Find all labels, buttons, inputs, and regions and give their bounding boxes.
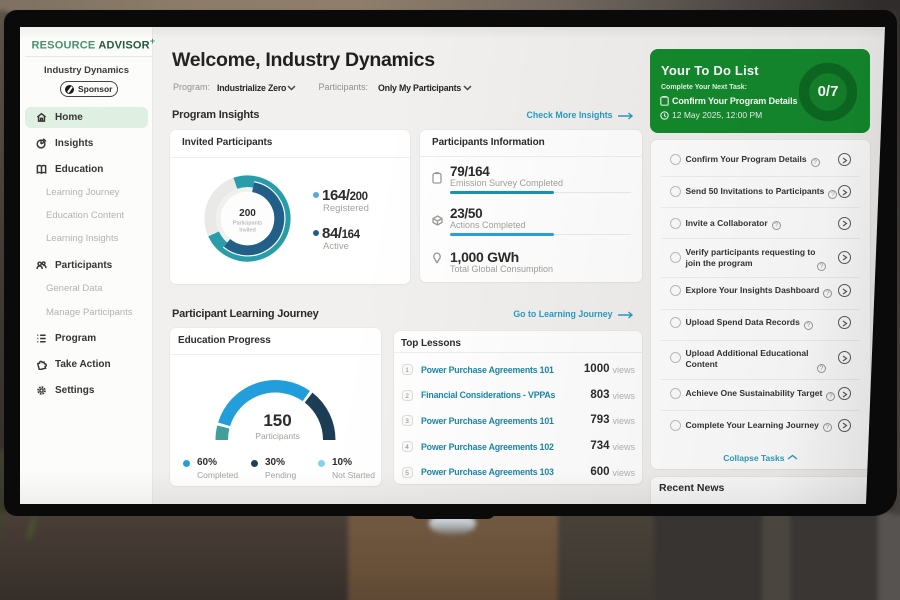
svg-text:Invited: Invited [239,228,255,234]
svg-text:Participants: Participants [233,221,262,227]
svg-text:200: 200 [239,208,256,219]
